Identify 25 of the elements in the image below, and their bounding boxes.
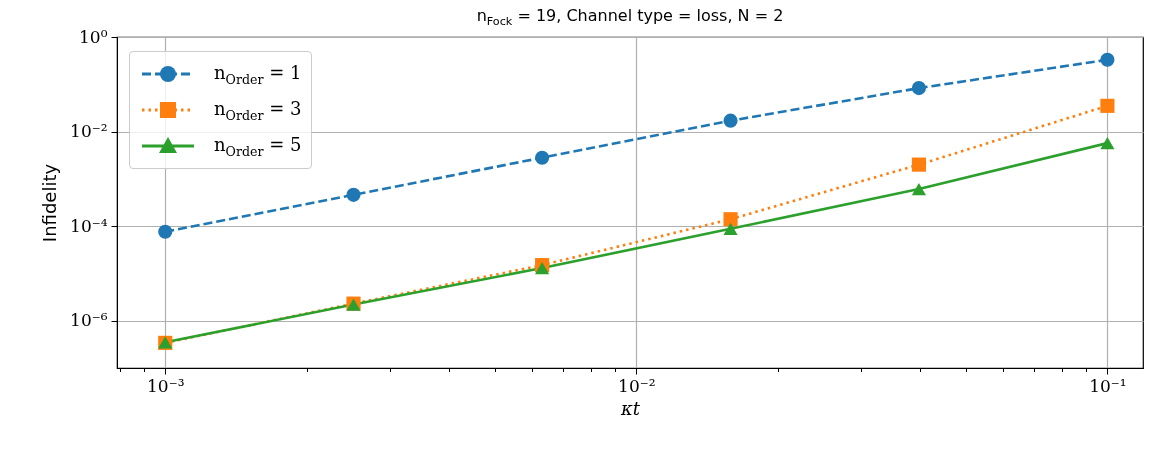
legend-label: n$_{Order}$ = 5 <box>214 133 302 159</box>
x-tick-label: 10⁻² <box>618 375 656 396</box>
point <box>723 212 738 227</box>
point <box>911 81 926 96</box>
point <box>158 224 173 239</box>
y-axis-title: Infidelity <box>39 163 61 243</box>
x-tick-label: 10⁻³ <box>147 375 185 396</box>
point <box>723 113 738 128</box>
y-tick-label: 10⁻² <box>70 121 108 142</box>
point <box>535 150 550 165</box>
x-axis-title: κt <box>619 397 641 419</box>
legend-label: n$_{Order}$ = 3 <box>214 97 302 123</box>
legend-label: n$_{Order}$ = 1 <box>214 61 302 87</box>
point <box>1100 52 1115 67</box>
chart-title: n$_{Fock}$ = 19, Channel type = loss, N = 2 <box>475 6 785 29</box>
point <box>911 157 926 172</box>
point <box>1100 136 1115 150</box>
point <box>723 222 738 235</box>
point <box>346 187 361 202</box>
y-tick-label: 10⁻⁴ <box>70 215 108 236</box>
y-tick-label: 10⁻⁶ <box>70 310 108 331</box>
x-tick-label: 10⁻¹ <box>1089 375 1127 396</box>
point <box>1100 98 1115 113</box>
point <box>911 182 926 196</box>
y-tick-label: 10⁰ <box>79 26 108 47</box>
